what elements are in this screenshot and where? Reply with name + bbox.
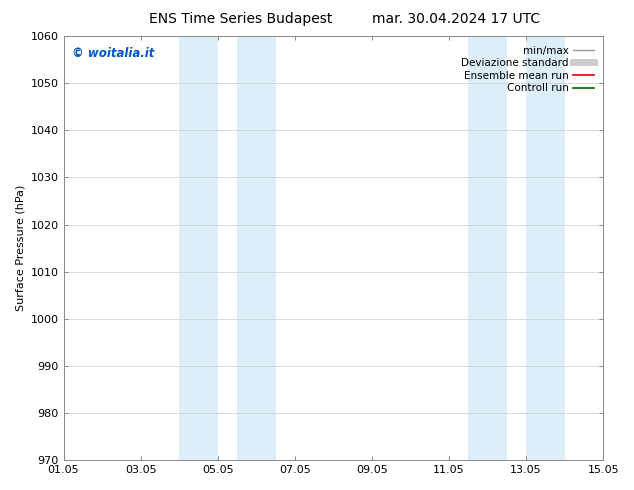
Text: mar. 30.04.2024 17 UTC: mar. 30.04.2024 17 UTC xyxy=(372,12,541,26)
Legend: min/max, Deviazione standard, Ensemble mean run, Controll run: min/max, Deviazione standard, Ensemble m… xyxy=(457,41,598,98)
Bar xyxy=(179,36,217,460)
Bar xyxy=(526,36,565,460)
Bar xyxy=(237,36,276,460)
Y-axis label: Surface Pressure (hPa): Surface Pressure (hPa) xyxy=(15,185,25,311)
Text: © woitalia.it: © woitalia.it xyxy=(72,47,154,60)
Text: ENS Time Series Budapest: ENS Time Series Budapest xyxy=(149,12,333,26)
Bar xyxy=(469,36,507,460)
